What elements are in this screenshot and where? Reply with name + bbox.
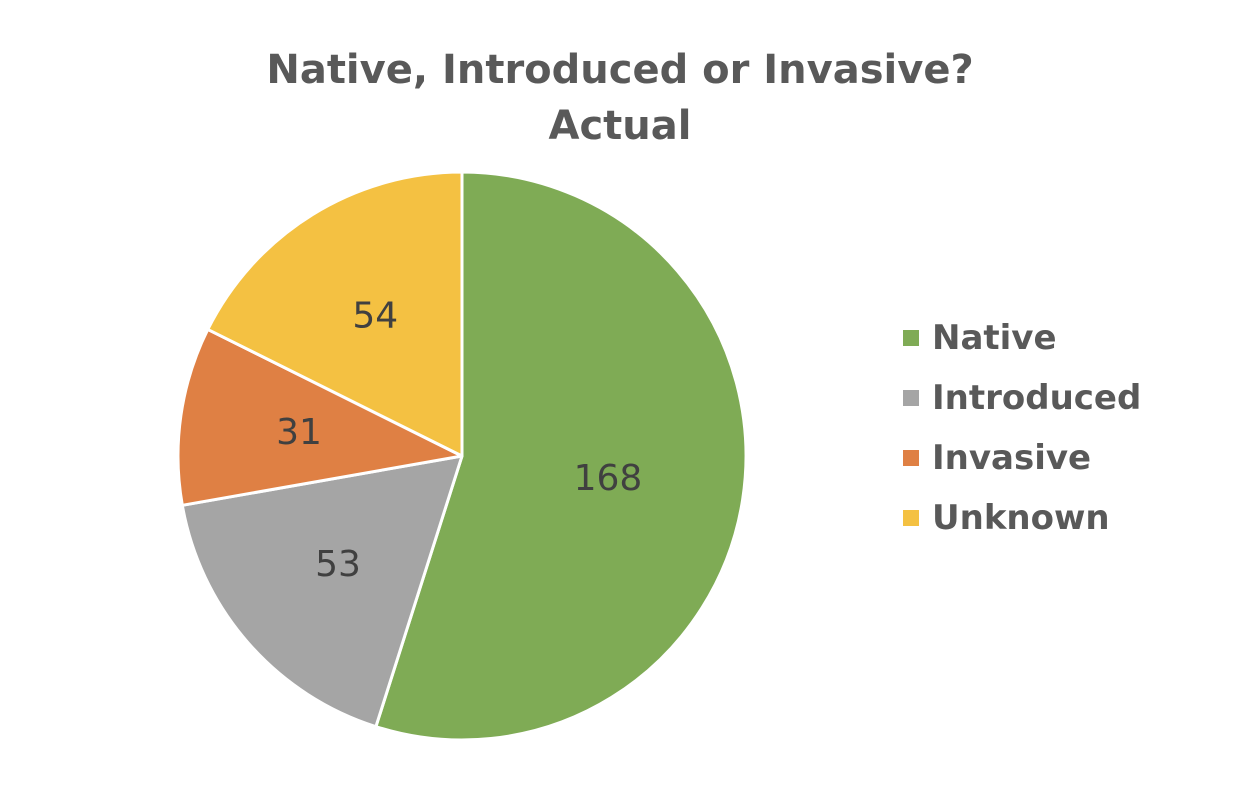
- data-label-introduced: 53: [315, 544, 361, 585]
- legend-label-unknown: Unknown: [932, 498, 1110, 538]
- chart-title-line: Native, Introduced or Invasive?: [266, 47, 974, 93]
- legend-label-native: Native: [932, 318, 1057, 358]
- legend-item-unknown: Unknown: [903, 488, 1141, 548]
- legend-item-invasive: Invasive: [903, 428, 1141, 488]
- legend-swatch-invasive: [903, 450, 919, 466]
- legend: Native Introduced Invasive Unknown: [903, 308, 1141, 548]
- pie-slice-unknown: [206, 170, 464, 458]
- pie-slice-native: [374, 170, 748, 742]
- legend-swatch-introduced: [903, 390, 919, 406]
- legend-label-introduced: Introduced: [932, 378, 1142, 418]
- legend-item-native: Native: [903, 308, 1141, 368]
- legend-item-introduced: Introduced: [903, 368, 1141, 428]
- legend-swatch-unknown: [903, 510, 919, 526]
- legend-swatch-native: [903, 330, 919, 346]
- chart-title: Native, Introduced or Invasive? Actual: [0, 42, 1240, 154]
- pie-slice-introduced: [180, 454, 464, 729]
- legend-label-invasive: Invasive: [932, 438, 1092, 478]
- chart-subtitle-line: Actual: [548, 103, 692, 149]
- pie-slice-invasive: [176, 327, 464, 507]
- data-label-unknown: 54: [352, 295, 398, 336]
- data-label-native: 168: [574, 458, 643, 499]
- data-label-invasive: 31: [276, 412, 322, 453]
